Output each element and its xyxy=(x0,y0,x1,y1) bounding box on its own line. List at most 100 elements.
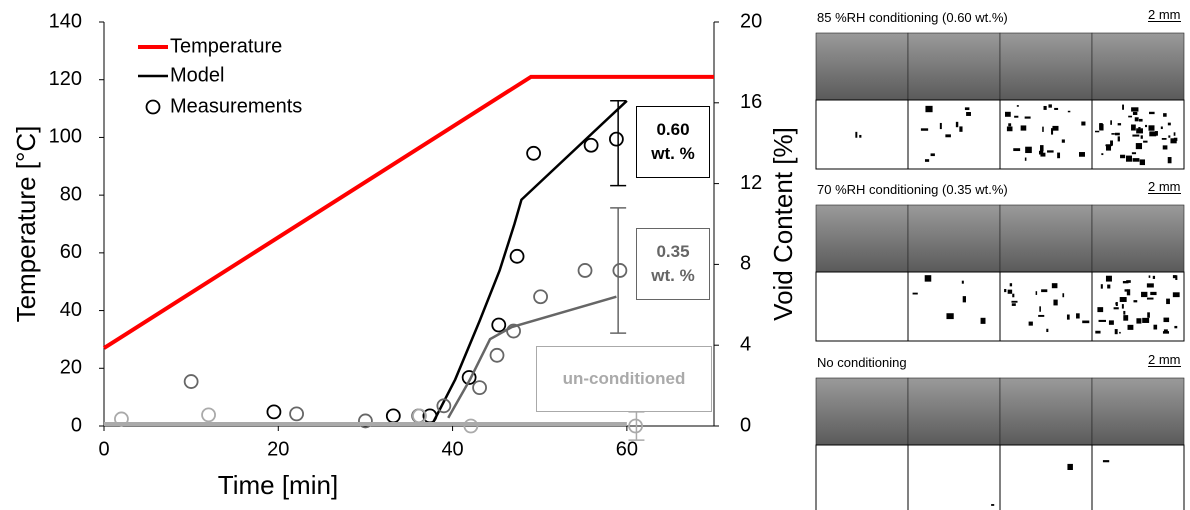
void-spot xyxy=(1016,105,1019,107)
void-spot xyxy=(1117,123,1122,126)
void-spot xyxy=(1011,303,1016,306)
void-spot xyxy=(1009,283,1013,287)
group-label: 0.35 wt. % xyxy=(636,228,710,300)
void-spot xyxy=(1145,124,1148,128)
x-axis-label: Time [min] xyxy=(218,470,338,500)
void-spot xyxy=(1105,275,1112,282)
void-spot xyxy=(859,134,862,138)
void-spot xyxy=(1155,131,1158,136)
void-spot xyxy=(1013,148,1021,152)
void-spot xyxy=(1105,144,1112,151)
panel-title: 70 %RH conditioning (0.35 wt.%) xyxy=(817,182,1008,197)
measurement xyxy=(183,374,199,389)
group-label: un-conditioned xyxy=(536,346,712,412)
micrograph xyxy=(907,377,1001,446)
y-tick-label: 100 xyxy=(49,126,82,148)
model-legend: Model xyxy=(170,64,224,86)
measurement xyxy=(491,317,507,333)
void-spot xyxy=(912,292,918,295)
binary-image xyxy=(1091,271,1185,342)
micrograph xyxy=(907,204,1001,273)
measurement xyxy=(289,406,304,422)
micrograph xyxy=(815,204,909,273)
void-spot xyxy=(1046,328,1049,333)
micrograph xyxy=(815,377,909,446)
void-spot xyxy=(1054,107,1059,110)
binary-image xyxy=(999,99,1093,170)
y-tick-label: 0 xyxy=(71,414,82,436)
measurement xyxy=(526,145,542,161)
void-spot xyxy=(1025,146,1032,154)
void-spot xyxy=(1126,289,1131,296)
void-spot xyxy=(945,134,951,138)
void-spot xyxy=(1128,115,1133,118)
measurement xyxy=(385,408,401,424)
measurement xyxy=(412,408,427,424)
void-spot xyxy=(1113,307,1119,310)
void-spot xyxy=(1035,291,1038,295)
scale-bar: 2 mm xyxy=(1148,7,1181,22)
void-spot xyxy=(966,112,971,116)
scale-bar: 2 mm xyxy=(1148,179,1181,194)
temperature-line xyxy=(102,74,714,350)
binary-image xyxy=(1091,444,1185,510)
group-label: 0.60 wt. % xyxy=(636,106,710,178)
x-tick-label: 20 xyxy=(267,438,289,460)
void-spot xyxy=(1111,133,1115,135)
void-spot xyxy=(1066,314,1070,320)
void-spot xyxy=(1134,117,1139,122)
void-spot xyxy=(1048,104,1052,108)
void-spot xyxy=(1108,320,1114,325)
measurement xyxy=(489,347,505,363)
y2-tick-label: 8 xyxy=(740,253,751,275)
void-spot xyxy=(1122,280,1129,284)
binary-image xyxy=(907,99,1001,170)
void-spot xyxy=(1110,120,1112,125)
void-spot xyxy=(1143,140,1148,143)
void-spot xyxy=(1038,150,1044,155)
void-spot xyxy=(1098,319,1106,322)
void-spot xyxy=(1136,128,1143,134)
micrograph xyxy=(999,32,1093,101)
binary-image xyxy=(907,271,1001,342)
void-spot xyxy=(1173,137,1178,141)
measurement xyxy=(472,380,487,396)
void-spot xyxy=(930,153,935,157)
y-tick-label: 120 xyxy=(49,68,82,90)
void-spot xyxy=(855,131,858,138)
void-spot xyxy=(1006,126,1013,132)
void-spot xyxy=(1160,126,1163,130)
y-tick-label: 20 xyxy=(60,357,82,379)
void-spot xyxy=(1040,145,1044,152)
micrograph xyxy=(815,32,909,101)
void-spot xyxy=(1161,138,1167,140)
measurement xyxy=(358,413,373,429)
void-spot xyxy=(1119,297,1127,302)
void-spot xyxy=(1076,313,1080,319)
error-bar xyxy=(610,207,627,334)
x-tick-label: 60 xyxy=(616,438,638,460)
void-spot xyxy=(1152,275,1156,279)
void-spot xyxy=(1020,125,1027,131)
chart: Time [min] Temperature [°C] Void Content… xyxy=(11,10,798,500)
void-spot xyxy=(955,121,959,128)
binary-image xyxy=(815,444,909,510)
void-spot xyxy=(1114,132,1120,136)
void-spot xyxy=(1102,460,1110,463)
micrograph xyxy=(907,32,1001,101)
void-spot xyxy=(1122,104,1124,110)
x-tick-label: 40 xyxy=(441,438,463,460)
x-tick-label: 0 xyxy=(98,438,109,460)
micrograph xyxy=(1091,377,1185,446)
measurement xyxy=(609,131,624,147)
void-spot xyxy=(980,317,986,324)
void-spot xyxy=(1041,289,1048,293)
panel-title: 85 %RH conditioning (0.60 wt.%) xyxy=(817,10,1008,25)
y2-tick-label: 12 xyxy=(740,172,762,194)
y-tick-label: 60 xyxy=(60,241,82,263)
void-spot xyxy=(962,296,966,303)
void-spot xyxy=(1153,324,1158,330)
void-spot xyxy=(1067,463,1073,471)
void-spot xyxy=(1081,121,1086,126)
